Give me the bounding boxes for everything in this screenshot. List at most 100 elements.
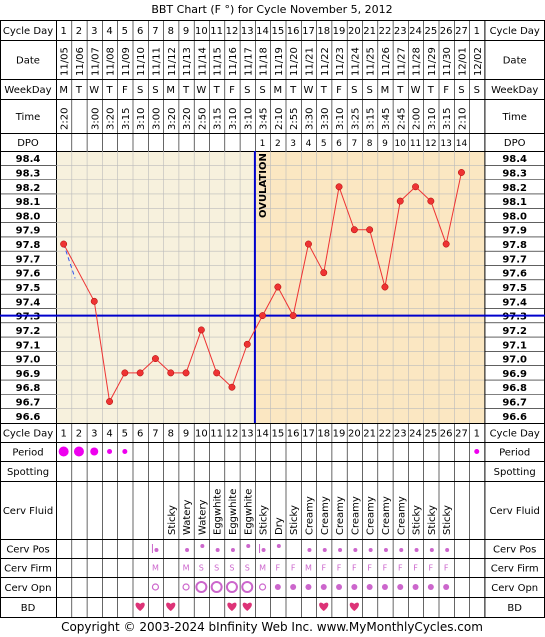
weekday-letter: S [152, 85, 158, 96]
y-tick-label-right: 97.8 [502, 240, 527, 251]
cycle-day-number: 1 [60, 26, 66, 37]
cycle-day-number: 19 [333, 26, 346, 37]
time-label: 2:10 [274, 108, 285, 130]
time-label: 3:25 [350, 108, 361, 130]
y-tick-label: 98.3 [16, 168, 41, 179]
temp-line-segment [430, 200, 447, 245]
temp-line-segment [415, 186, 432, 202]
temp-line-segment [109, 372, 126, 402]
cycle-day-number-bottom: 16 [287, 429, 300, 440]
row-label-cycle-day: Cycle Day [3, 429, 53, 440]
temp-line-segment [262, 286, 279, 316]
cerv-fluid-label: Creamy [320, 496, 331, 535]
cerv-pos-mark [246, 544, 251, 548]
cerv-firm-letter: M [305, 564, 312, 573]
cerv-firm-letter: F [383, 564, 388, 573]
time-label: 2:10 [457, 108, 468, 130]
y-tick-label: 96.7 [16, 398, 41, 409]
row-label-cerv-fluid: Cerv Fluid [3, 506, 53, 517]
dpo-number: 1 [260, 139, 266, 149]
dpo-number: 7 [351, 139, 357, 149]
temp-point [60, 240, 68, 248]
cerv-pos-mark [200, 544, 205, 548]
dpo-number: 4 [306, 139, 312, 149]
weekday-letter: F [122, 85, 128, 96]
cerv-opn-mark [258, 583, 267, 591]
row-label-dpo: DPO [17, 138, 39, 149]
cycle-day-number: 12 [226, 26, 239, 37]
cerv-opn-mark [182, 583, 190, 591]
date-label: 11/08 [106, 47, 117, 76]
dpo-number: 9 [382, 139, 388, 149]
temp-point [228, 383, 236, 391]
dpo-number: 6 [336, 139, 342, 149]
cerv-opn-mark [412, 584, 419, 590]
dpo-number: 5 [321, 139, 327, 149]
temp-line-segment [155, 358, 172, 374]
cycle-day-number-bottom: 25 [424, 429, 437, 440]
row-label-time-right: Time [501, 112, 526, 123]
weekday-letter: F [443, 85, 449, 96]
row-label-cycle-day: Cycle Day [3, 26, 53, 37]
cycle-day-number: 22 [379, 26, 392, 37]
dpo-number: 14 [456, 139, 468, 149]
row-label-spotting: Spotting [7, 467, 49, 478]
time-label: 3:10 [335, 108, 346, 130]
cycle-day-number: 4 [106, 26, 112, 37]
date-label: 11/13 [182, 47, 193, 76]
date-label: 11/10 [136, 47, 147, 76]
weekday-letter: F [336, 85, 342, 96]
temp-point [289, 312, 297, 320]
cycle-day-number-bottom: 1 [474, 429, 480, 440]
cycle-day-number-bottom: 10 [195, 429, 208, 440]
temp-point [412, 183, 419, 191]
y-tick-label-right: 97.5 [502, 283, 527, 294]
bd-heart-icon [166, 602, 176, 611]
cerv-firm-letter: F [398, 564, 403, 573]
cerv-fluid-label: Sticky [442, 505, 453, 535]
y-tick-label-right: 98.3 [502, 168, 527, 179]
cycle-day-number: 7 [152, 26, 158, 37]
temp-line-segment [277, 286, 294, 316]
date-label: 11/12 [167, 47, 178, 76]
cerv-fluid-label: Sticky [427, 505, 438, 535]
cycle-day-number-bottom: 8 [168, 429, 174, 440]
cycle-day-number: 23 [394, 26, 407, 37]
cerv-fluid-label: Sticky [412, 505, 423, 535]
cycle-day-number: 14 [256, 26, 269, 37]
row-label-spotting-right: Spotting [494, 467, 536, 478]
weekday-letter: F [229, 85, 235, 96]
row-label-period-right: Period [499, 448, 530, 459]
cycle-day-number-bottom: 20 [348, 429, 361, 440]
cycle-day-number-bottom: 14 [256, 429, 269, 440]
cerv-firm-letter: F [337, 564, 342, 573]
temp-point [305, 240, 312, 248]
weekday-letter: M [381, 85, 390, 96]
y-tick-label: 97.4 [16, 297, 41, 308]
temp-line-segment [338, 186, 355, 230]
cerv-pos-mark [215, 548, 220, 552]
temp-point [335, 183, 343, 191]
temp-line-segment [216, 372, 233, 388]
time-label: 2:20 [60, 108, 71, 130]
row-label-cerv-pos: Cerv Pos [6, 545, 49, 556]
cycle-day-number: 2 [76, 26, 82, 37]
y-tick-label-right: 97.3 [502, 312, 527, 323]
cycle-day-number-bottom: 18 [317, 429, 330, 440]
cycle-day-number-bottom: 21 [363, 429, 376, 440]
y-tick-label-right: 96.9 [502, 369, 527, 380]
cycle-day-number: 15 [271, 26, 284, 37]
cerv-pos-mark [399, 548, 404, 552]
temp-point [213, 369, 221, 377]
date-label: 11/28 [412, 47, 423, 76]
y-tick-label: 97.6 [16, 269, 41, 280]
cerv-fluid-label: Sticky [259, 505, 270, 535]
weekday-letter: W [304, 85, 314, 96]
cycle-day-number-bottom: 6 [137, 429, 143, 440]
date-label: 11/27 [396, 47, 407, 76]
cerv-firm-letter: F [291, 564, 296, 573]
cerv-pos-mark [338, 548, 343, 552]
y-tick-label: 96.6 [16, 412, 41, 423]
weekday-letter: W [411, 85, 421, 96]
y-tick-label-right: 97.9 [502, 226, 527, 237]
